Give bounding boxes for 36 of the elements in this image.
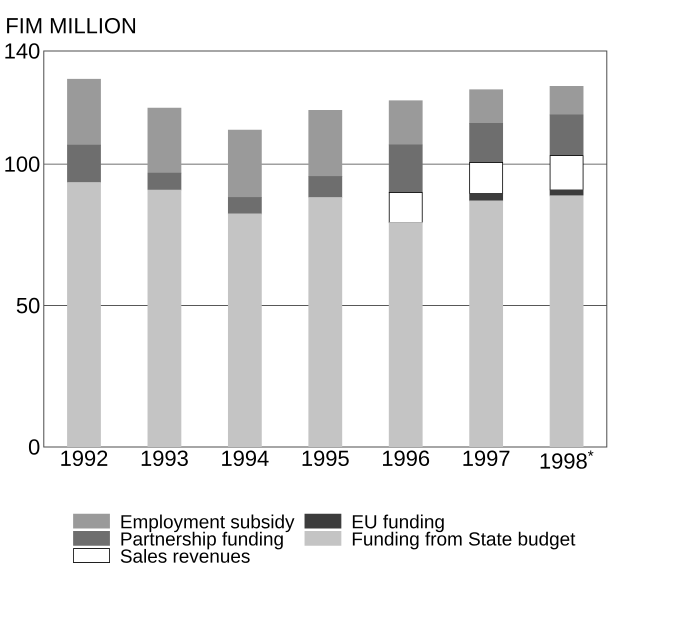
y-tick-label: 50 — [16, 298, 40, 314]
bar — [550, 86, 584, 116]
bar — [469, 89, 504, 124]
legend-label: Employment subsidy — [121, 514, 294, 532]
y-axis-title: FIM MILLION — [7, 18, 136, 34]
legend-label: Sales revenues — [120, 548, 250, 563]
x-tick-label: 1994 — [222, 450, 269, 466]
x-tick-label: 1998$^{*}$ — [540, 450, 594, 469]
x-tick-label: 1996 — [383, 450, 430, 466]
x-tick-label: 1997 — [463, 450, 510, 466]
bar — [550, 189, 584, 196]
y-tick-label: 140 — [5, 43, 40, 59]
bar — [550, 155, 584, 190]
legend-label: Funding from State budget — [352, 532, 576, 550]
bar — [388, 192, 423, 224]
x-tick-label: 1992 — [61, 450, 108, 466]
bar — [550, 114, 584, 156]
bar — [148, 172, 182, 191]
bar — [388, 144, 423, 193]
x-tick-label: 1995 — [302, 450, 349, 466]
y-tick-label: 0 — [28, 439, 40, 455]
y-tick-label: 100 — [5, 156, 40, 172]
bar — [228, 130, 262, 198]
bar — [228, 197, 262, 214]
legend-label: EU funding — [352, 514, 444, 532]
x-tick-label: 1993 — [142, 450, 188, 466]
bar — [469, 123, 504, 163]
bar — [469, 162, 504, 194]
bar — [388, 100, 423, 146]
bar — [67, 78, 101, 146]
bar — [469, 193, 504, 202]
bar — [67, 144, 101, 183]
bar — [308, 176, 342, 198]
bar — [148, 108, 182, 174]
legend-label: Partnership funding — [121, 532, 283, 550]
bar — [308, 110, 342, 177]
